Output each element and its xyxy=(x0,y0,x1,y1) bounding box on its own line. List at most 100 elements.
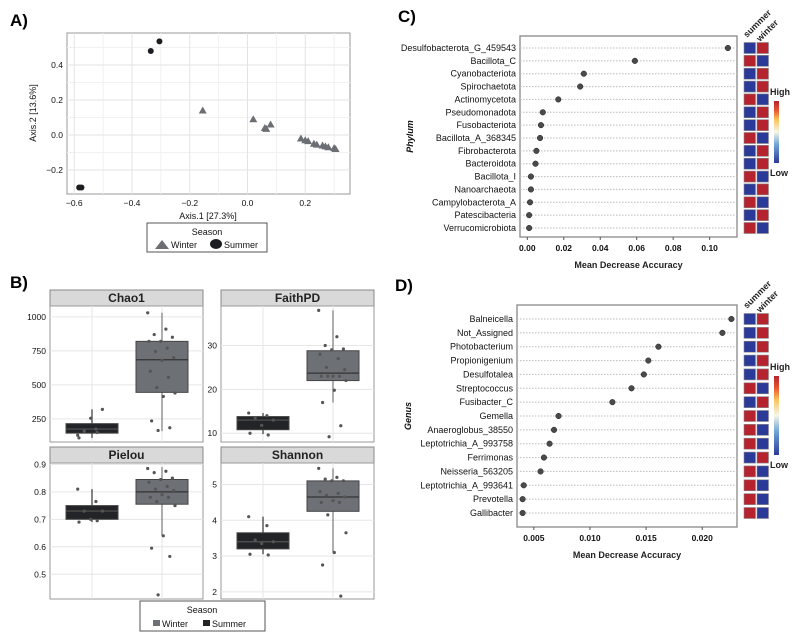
summer-point xyxy=(78,184,85,191)
importance-dot xyxy=(655,343,662,350)
panel-a-pcoa: A) −0.6 −0.4 −0.2 0.0 0.2 −0.2 0.0 0.2 0.4 Axis.1 … xyxy=(10,11,351,253)
category-label: Propionigenium xyxy=(450,356,513,366)
heat-tile-winter xyxy=(756,209,769,221)
importance-dot xyxy=(555,412,562,420)
heat-tile-winter xyxy=(756,93,769,106)
category-label: Campylobacterota_A xyxy=(432,197,516,207)
x-tick-label: −0.4 xyxy=(124,198,141,208)
category-label: Verrucomicrobiota xyxy=(443,223,516,233)
category-label: Spirochaetota xyxy=(460,82,516,92)
category-label: Patescibacteria xyxy=(454,210,516,220)
heat-tile-summer xyxy=(743,145,756,157)
jitter-point xyxy=(343,368,347,372)
panel-c-phylum-importance: C) 0.00 0.02 0.04 0.06 0.08 0.10 Mean Decrease … xyxy=(398,7,790,270)
jitter-point xyxy=(95,430,99,435)
jitter-point xyxy=(76,433,80,437)
category-label: Nanoarchaeota xyxy=(454,184,516,194)
winter-point xyxy=(304,137,313,145)
summer-point xyxy=(156,38,163,45)
heat-tile-winter xyxy=(756,340,769,353)
jitter-point xyxy=(152,471,156,475)
colorbar-low-label: Low xyxy=(770,168,789,178)
jitter-point xyxy=(159,477,163,482)
y-axis-title: Genus xyxy=(403,402,413,430)
jitter-point xyxy=(161,534,165,538)
facet-title: Shannon xyxy=(272,448,323,462)
facet-title: Chao1 xyxy=(108,291,145,305)
y-tick-label: 2 xyxy=(212,587,217,597)
importance-dot xyxy=(519,496,526,503)
jitter-point xyxy=(344,378,348,383)
x-tick-label: 0.02 xyxy=(555,243,572,253)
y-tick-label: 30 xyxy=(208,340,218,350)
heat-tile-summer xyxy=(743,424,756,436)
heat-tile-summer xyxy=(743,465,756,478)
heat-tile-winter xyxy=(756,327,769,339)
importance-dot xyxy=(533,147,540,154)
jitter-point xyxy=(148,369,152,373)
category-label: Leptotrichia_A_993641 xyxy=(420,480,513,490)
category-label: Pseudomonadota xyxy=(445,107,516,117)
panel-d-genus-importance: D) 0.005 0.010 0.015 0.020 Mean Decrease Accu… xyxy=(395,276,790,560)
jitter-point xyxy=(337,374,342,378)
x-tick-label: 0.04 xyxy=(592,243,609,253)
heat-tile-summer xyxy=(743,410,756,422)
jitter-point xyxy=(77,520,81,524)
jitter-point xyxy=(159,339,163,343)
legend-label-winter: Winter xyxy=(171,240,197,250)
jitter-point xyxy=(248,431,252,435)
x-tick-label: 0.06 xyxy=(628,243,645,253)
winter-point xyxy=(312,140,321,148)
jitter-point xyxy=(156,593,160,597)
category-label: Ferrimonas xyxy=(467,453,513,463)
x-axis-title: Axis.1 [27.3%] xyxy=(179,211,237,221)
heat-tile-winter xyxy=(756,493,769,505)
heat-tile-summer xyxy=(743,157,756,170)
heat-tile-winter xyxy=(756,196,769,209)
legend-summer-swatch xyxy=(203,620,210,626)
panel-label: D) xyxy=(395,276,413,295)
heat-tile-winter xyxy=(756,313,769,325)
importance-dot xyxy=(537,468,544,475)
jitter-point xyxy=(160,358,164,362)
panel-label: C) xyxy=(398,7,416,26)
jitter-point xyxy=(336,491,340,496)
jitter-point xyxy=(165,346,169,350)
heat-tile-winter xyxy=(756,183,769,196)
jitter-point xyxy=(266,553,270,557)
heat-tile-summer xyxy=(743,119,756,131)
category-label: Anaeroglobus_38550 xyxy=(427,425,513,435)
y-axis-title: Phylum xyxy=(405,120,415,153)
heat-tile-winter xyxy=(756,55,769,67)
jitter-point xyxy=(153,349,158,354)
y-tick-label: 0.8 xyxy=(34,487,46,497)
heat-tile-summer xyxy=(743,382,756,395)
y-tick-label: 3 xyxy=(212,551,217,561)
jitter-point xyxy=(156,428,160,433)
heat-tile-winter xyxy=(756,157,769,170)
heat-tile-winter xyxy=(756,451,769,464)
heat-tile-winter xyxy=(756,479,769,492)
jitter-point xyxy=(89,416,93,420)
jitter-point xyxy=(331,374,335,378)
jitter-point xyxy=(323,343,327,348)
jitter-point xyxy=(165,484,169,488)
category-label: Gemella xyxy=(479,411,513,421)
jitter-point xyxy=(173,503,177,508)
y-tick-label: 0.2 xyxy=(51,95,63,105)
jitter-point xyxy=(332,388,336,392)
jitter-point xyxy=(147,339,151,343)
jitter-point xyxy=(324,365,329,370)
jitter-point xyxy=(247,515,251,519)
jitter-point xyxy=(155,499,159,504)
jitter-point xyxy=(266,433,270,437)
y-tick-label: 0.4 xyxy=(51,60,63,70)
colorbar xyxy=(774,376,779,455)
jitter-point xyxy=(160,492,164,497)
colorbar xyxy=(774,101,779,163)
winter-point xyxy=(198,106,207,114)
x-tick-label: 0.020 xyxy=(692,533,714,543)
heat-tile-winter xyxy=(756,354,769,367)
category-label: Photobacterium xyxy=(450,342,513,352)
jitter-point xyxy=(76,487,80,491)
